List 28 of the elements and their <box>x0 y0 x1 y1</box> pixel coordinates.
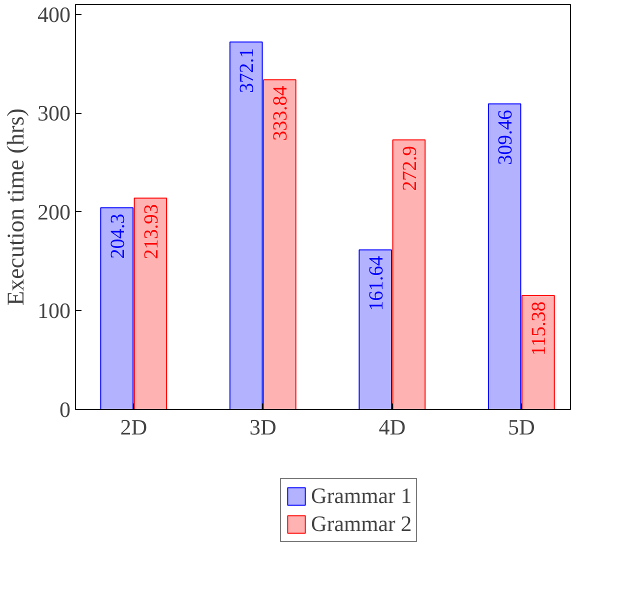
data-label: 333.84 <box>270 86 292 141</box>
bar <box>229 41 263 410</box>
data-label: 372.1 <box>236 48 258 93</box>
y-axis-title: Execution time (hrs) <box>4 108 30 306</box>
x-tick-label: 3D <box>249 414 276 440</box>
y-tick-label: 200 <box>38 199 70 224</box>
bar <box>392 139 426 410</box>
y-tick-label: 0 <box>60 397 70 422</box>
data-label: 309.46 <box>494 110 517 165</box>
data-label: 272.9 <box>398 146 421 191</box>
x-tick-label: 5D <box>508 414 535 440</box>
bar <box>358 249 392 410</box>
legend-label: Grammar 2 <box>311 511 412 537</box>
data-label: 161.64 <box>365 256 388 311</box>
data-label: 115.38 <box>528 302 550 356</box>
data-label: 204.3 <box>106 214 129 259</box>
y-tick-label: 300 <box>38 100 70 126</box>
y-tick-label: 400 <box>38 2 70 27</box>
bar <box>488 103 522 410</box>
x-tick-label: 4D <box>378 414 406 440</box>
x-tick-label: 2D <box>120 414 148 440</box>
y-tick-label: 100 <box>38 298 70 324</box>
bar <box>134 198 168 410</box>
data-label: 213.93 <box>140 204 162 260</box>
bar <box>263 79 296 410</box>
bar <box>522 295 555 410</box>
legend-label: Grammar 1 <box>311 483 412 509</box>
bar <box>100 207 134 410</box>
